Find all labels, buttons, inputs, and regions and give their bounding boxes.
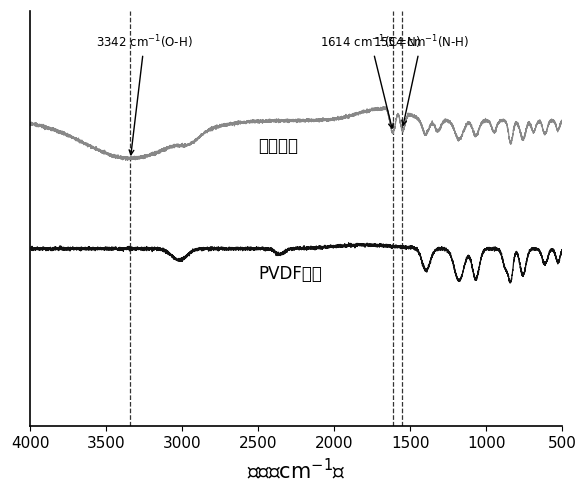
Text: 超亲水膜: 超亲水膜: [258, 137, 298, 155]
X-axis label: 波数（cm$^{-1}$）: 波数（cm$^{-1}$）: [247, 457, 346, 483]
Text: 3342 cm$^{-1}$(O-H): 3342 cm$^{-1}$(O-H): [96, 33, 193, 155]
Text: 1554 cm$^{-1}$(N-H): 1554 cm$^{-1}$(N-H): [373, 33, 469, 125]
Text: PVDF基膜: PVDF基膜: [258, 265, 322, 283]
Text: 1614 cm$^{-1}$(C=N): 1614 cm$^{-1}$(C=N): [320, 33, 422, 128]
